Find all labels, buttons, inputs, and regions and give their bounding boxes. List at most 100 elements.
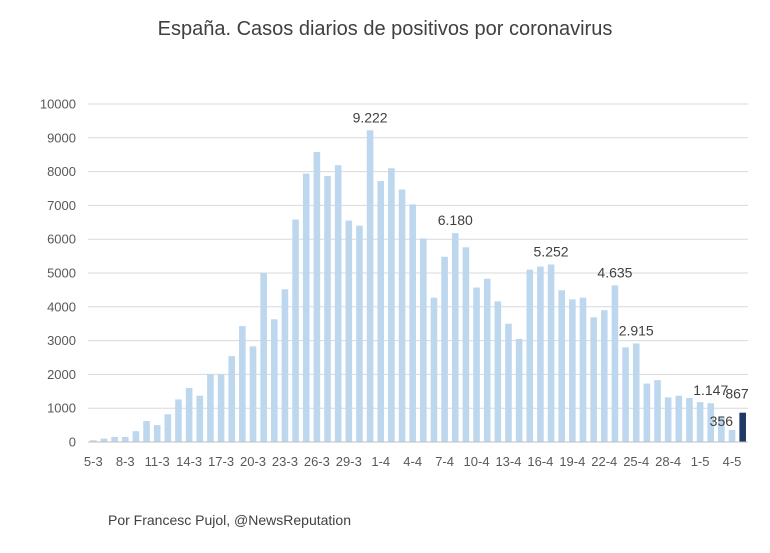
bar-23-4 — [611, 285, 619, 442]
x-tick-label: 23-3 — [272, 454, 298, 469]
bar-6-4 — [430, 297, 438, 442]
bar-21-4 — [590, 317, 597, 442]
bar-25-4 — [632, 343, 640, 442]
bar-21-3 — [260, 273, 267, 442]
x-tick-label: 10-4 — [464, 454, 490, 469]
bar-18-3 — [228, 356, 236, 442]
bar-26-3 — [313, 151, 321, 442]
bar-20-3 — [249, 346, 257, 442]
x-tick-label: 28-4 — [655, 454, 681, 469]
data-label: 9.222 — [353, 109, 388, 125]
y-tick-label: 10000 — [40, 97, 76, 112]
x-tick-label: 16-4 — [527, 454, 553, 469]
x-tick-label: 1-4 — [371, 454, 390, 469]
bar-1-4 — [377, 181, 385, 442]
bar-15-3 — [196, 395, 204, 442]
x-tick-label: 22-4 — [591, 454, 617, 469]
bar-31-3 — [366, 130, 374, 443]
bar-24-3 — [292, 219, 299, 442]
x-tick-label: 4-4 — [403, 454, 422, 469]
bar-30-4 — [686, 398, 693, 442]
bar-15-4 — [526, 269, 534, 442]
bar-17-3 — [217, 374, 225, 442]
bar-7-4 — [441, 256, 448, 442]
bar-12-3 — [164, 414, 172, 442]
data-labels: 9.222 6.180 5.252 4.635 2.915 1.147 356 867 — [353, 109, 749, 429]
y-tick-label: 9000 — [47, 130, 76, 145]
x-tick-label: 13-4 — [495, 454, 521, 469]
data-label: 6.180 — [438, 212, 473, 228]
data-label: 1.147 — [693, 382, 728, 398]
bar-28-4 — [664, 397, 672, 442]
chart-title: España. Casos diarios de positivos por c… — [157, 18, 613, 40]
x-tick-label: 20-3 — [240, 454, 266, 469]
y-axis-labels: 0 1000 2000 3000 4000 5000 6000 7000 8000 9000 100… — [40, 97, 76, 450]
bar-27-3 — [324, 175, 331, 442]
y-tick-label: 6000 — [47, 232, 76, 247]
bar-4-4 — [409, 204, 416, 442]
y-tick-label: 0 — [69, 435, 76, 450]
bar-5-3 — [90, 440, 97, 442]
bar-3-5 — [718, 416, 725, 442]
bar-26-4 — [643, 383, 651, 442]
x-tick-label: 4-5 — [723, 454, 742, 469]
bar-8-3 — [121, 436, 129, 442]
bar-3-4 — [398, 189, 406, 442]
bar-30-3 — [356, 225, 363, 442]
y-tick-label: 7000 — [47, 198, 76, 213]
bar-9-4 — [462, 247, 470, 442]
y-tick-label: 5000 — [47, 266, 76, 281]
x-tick-label: 8-3 — [116, 454, 135, 469]
bar-13-3 — [175, 399, 182, 442]
y-tick-label: 8000 — [47, 164, 76, 179]
y-tick-label: 4000 — [47, 299, 76, 314]
bar-23-3 — [281, 289, 289, 442]
bar-17-4 — [547, 264, 555, 442]
footer-credit: Por Francesc Pujol, @NewsReputation — [108, 512, 351, 528]
bar-4-5 — [728, 429, 736, 442]
data-label: 867 — [725, 386, 749, 402]
bar-11-4 — [483, 278, 491, 442]
bar-11-3 — [153, 425, 161, 442]
y-tick-label: 2000 — [47, 367, 76, 382]
x-tick-label: 17-3 — [208, 454, 234, 469]
bar-27-4 — [654, 380, 661, 442]
x-tick-label: 25-4 — [623, 454, 649, 469]
bar-16-4 — [537, 266, 544, 442]
y-tick-label: 3000 — [47, 333, 76, 348]
gridlines — [88, 103, 748, 409]
data-label: 356 — [710, 413, 734, 429]
bar-19-4 — [569, 299, 576, 442]
bar-16-3 — [207, 374, 214, 442]
bar-29-3 — [345, 220, 353, 442]
bar-29-4 — [675, 395, 683, 442]
bar-22-4 — [600, 310, 608, 442]
data-label: 2.915 — [619, 322, 654, 338]
bar-2-5 — [707, 403, 715, 442]
bar-22-3 — [270, 319, 278, 442]
bar-18-4 — [558, 290, 566, 442]
x-tick-label: 19-4 — [559, 454, 585, 469]
bar-2-4 — [388, 168, 395, 442]
bar-24-4 — [622, 347, 629, 442]
x-axis-labels: 5-3 8-3 11-3 14-3 17-3 20-3 23-3 26-3 29-3 1-4 4-4… — [84, 454, 742, 469]
bar-20-4 — [579, 297, 587, 442]
bar-7-3 — [111, 436, 118, 442]
y-tick-label: 1000 — [47, 401, 76, 416]
data-label: 5.252 — [534, 243, 569, 259]
bar-25-3 — [302, 173, 310, 443]
x-tick-label: 29-3 — [336, 454, 362, 469]
bar-9-3 — [132, 431, 140, 442]
bar-14-3 — [185, 387, 193, 442]
bar-8-4 — [451, 233, 459, 442]
bar-10-3 — [143, 421, 150, 442]
x-tick-label: 7-4 — [435, 454, 454, 469]
bar-14-4 — [515, 338, 523, 442]
bar-6-3 — [100, 438, 108, 442]
bar-5-4 — [420, 238, 427, 442]
bars — [90, 130, 746, 443]
x-tick-label: 1-5 — [691, 454, 710, 469]
x-tick-label: 11-3 — [145, 454, 170, 469]
bar-1-5 — [696, 402, 704, 442]
